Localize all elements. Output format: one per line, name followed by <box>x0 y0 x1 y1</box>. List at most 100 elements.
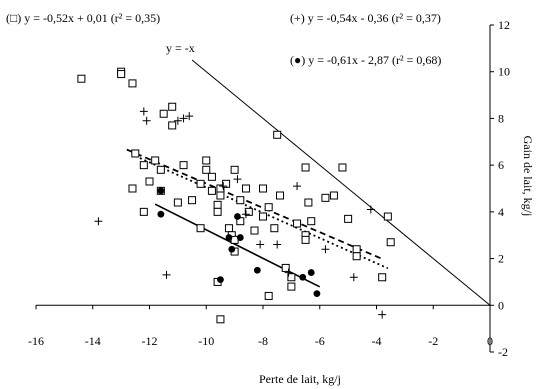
point-square <box>188 196 197 205</box>
point-square <box>273 130 282 139</box>
point-dot <box>225 234 233 241</box>
point-square <box>236 196 245 205</box>
equation-plus-series: (+) y = -0,54x - 0,36 (r² = 0,37) <box>290 11 441 25</box>
y-tick-label: 0 <box>498 298 504 312</box>
point-dot <box>236 234 244 241</box>
point-square <box>159 109 168 118</box>
x-tick-label: -8 <box>258 334 268 348</box>
point-square <box>259 184 267 193</box>
point-square <box>196 224 205 233</box>
point-square <box>352 252 361 261</box>
point-plus <box>219 182 228 191</box>
point-square <box>230 165 239 174</box>
point-square <box>244 207 253 216</box>
point-square <box>213 207 222 216</box>
point-plus <box>94 217 103 226</box>
point-plus <box>273 240 282 249</box>
point-dot <box>157 210 165 218</box>
point-plus <box>349 273 358 282</box>
point-square <box>145 177 154 186</box>
point-square <box>168 121 177 130</box>
fit-line-dashed <box>126 148 383 260</box>
point-dot <box>234 213 241 220</box>
point-square <box>151 156 160 165</box>
point-square <box>222 179 231 188</box>
point-dot <box>217 276 224 283</box>
point-plus <box>378 310 387 319</box>
x-tick-label: -2 <box>428 334 438 348</box>
x-tick-label: 0 <box>487 334 493 348</box>
x-tick-label: -6 <box>315 334 325 348</box>
point-plus <box>179 114 188 123</box>
point-plus <box>142 116 151 125</box>
point-square <box>287 273 296 282</box>
point-square <box>117 70 126 79</box>
point-dot <box>299 273 307 281</box>
point-plus <box>162 270 171 279</box>
x-tick-label: -14 <box>85 334 101 348</box>
point-square <box>329 191 338 200</box>
y-tick-label: 12 <box>498 18 510 32</box>
x-axis-label: Perte de lait, kg/j <box>259 372 341 386</box>
y-tick-label: -2 <box>498 345 508 359</box>
point-square <box>307 217 316 226</box>
y-axis-label: Gain de lait, kg/j <box>521 136 535 217</box>
point-square <box>168 102 177 111</box>
point-square <box>383 212 392 221</box>
y-tick-label: 10 <box>498 65 510 79</box>
axes <box>35 24 494 353</box>
equation-square-series: (□) y = -0,52x + 0,01 (r² = 0,35) <box>6 11 160 25</box>
point-square <box>378 273 387 282</box>
x-tick-label: -4 <box>372 334 382 348</box>
point-square <box>179 161 188 170</box>
point-plus <box>321 245 330 254</box>
x-tick-label: -10 <box>198 334 214 348</box>
point-square <box>156 165 165 174</box>
point-square <box>281 263 290 272</box>
point-square <box>270 224 279 233</box>
point-dot <box>228 245 236 253</box>
fit-lines <box>126 59 491 306</box>
point-square <box>304 198 313 207</box>
point-square <box>202 156 211 165</box>
point-square <box>196 179 205 188</box>
point-plus <box>185 112 194 121</box>
point-square <box>293 219 302 228</box>
fit-line-solid-thin <box>191 59 491 306</box>
point-dot <box>157 187 165 195</box>
point-dot <box>313 290 321 298</box>
point-dot <box>307 269 315 276</box>
point-square <box>264 203 273 212</box>
point-plus <box>256 240 265 249</box>
point-square <box>264 291 273 300</box>
point-square <box>216 315 225 324</box>
point-square <box>386 238 395 247</box>
equation-dot-series: (●) y = -0,61x - 2,87 (r² = 0,68) <box>290 53 441 67</box>
point-square <box>352 245 361 254</box>
identity-line-label: y = -x <box>166 41 195 55</box>
point-dot <box>253 266 261 274</box>
point-square <box>216 191 225 200</box>
x-tick-label: -12 <box>142 334 158 348</box>
point-square <box>276 191 285 200</box>
point-square <box>128 79 137 88</box>
fit-line-dotted <box>134 155 389 270</box>
point-square <box>250 226 259 235</box>
point-square <box>173 198 182 207</box>
point-square <box>287 282 296 291</box>
point-plus <box>233 175 242 184</box>
point-square <box>338 163 347 172</box>
point-square <box>128 184 137 193</box>
y-tick-label: 2 <box>498 252 504 266</box>
point-square <box>207 186 216 195</box>
point-square <box>301 163 310 172</box>
y-tick-label: 4 <box>498 205 504 219</box>
point-square <box>202 165 211 174</box>
point-square <box>139 161 148 170</box>
point-square <box>301 235 310 244</box>
point-square <box>207 172 216 181</box>
point-plus <box>139 107 148 116</box>
point-square <box>321 193 330 202</box>
point-square <box>77 74 86 83</box>
point-square <box>139 207 148 216</box>
